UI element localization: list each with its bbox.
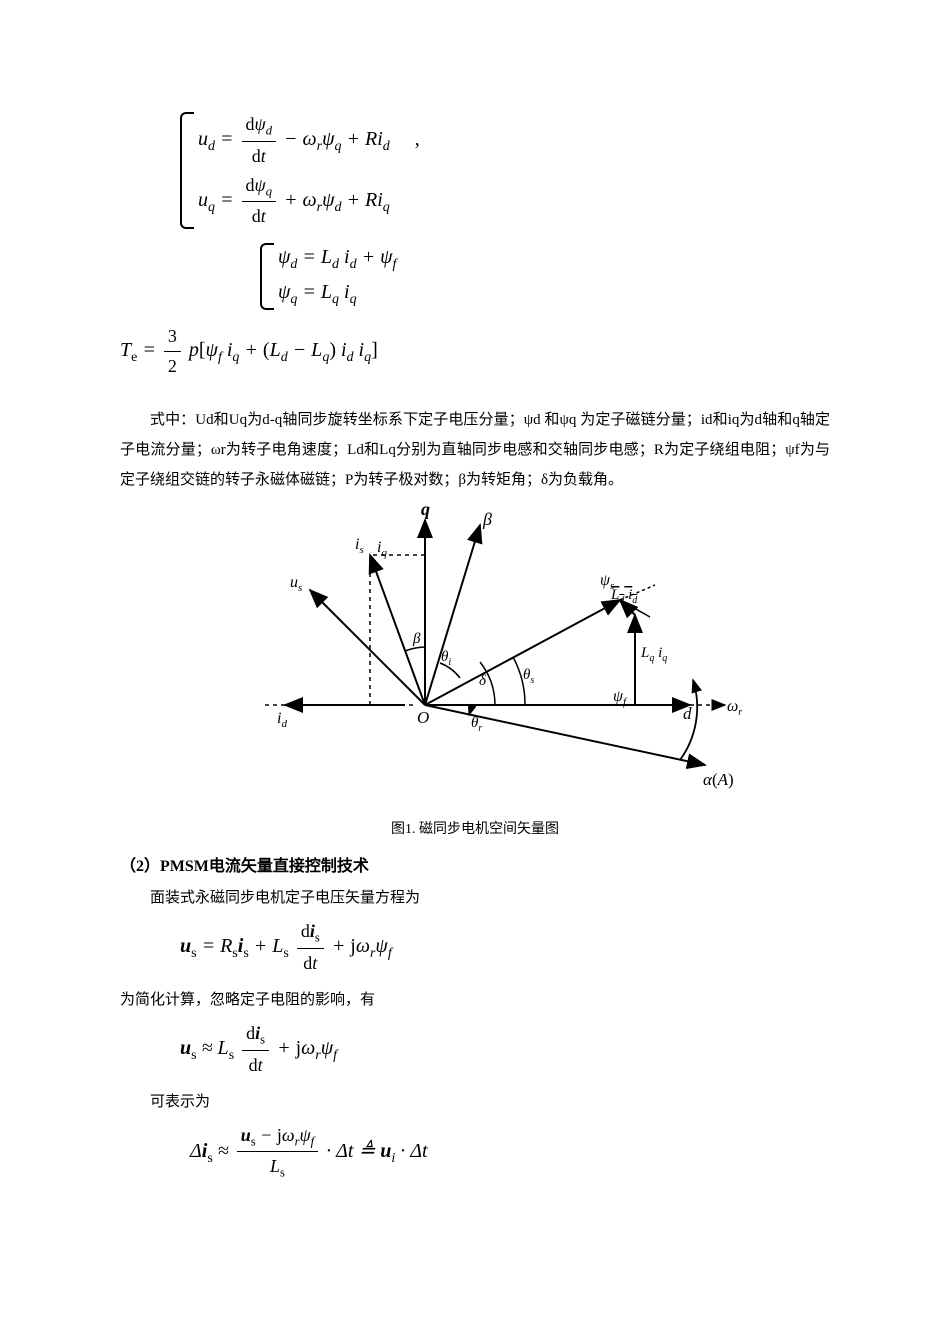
section-2-intro: 面装式永磁同步电机定子电压矢量方程为 (120, 886, 830, 907)
equation-torque: Te = 32 p[ψf iq + (Ld − Lq) id iq] (120, 322, 830, 381)
equation-voltage-dq: ud = dψddt − ωrψq + Rid , uq = dψqdt + ω… (180, 110, 830, 231)
section-2-simplify: 为简化计算，忽略定子电阻的影响，有 (120, 988, 830, 1009)
svg-text:q: q (421, 505, 430, 519)
eq-uq-line: uq = dψqdt + ωrψd + Riq (198, 171, 830, 232)
svg-text:δ: δ (479, 673, 487, 689)
section-2-title: （2）PMSM电流矢量直接控制技术 (120, 852, 830, 876)
svg-text:β: β (412, 631, 421, 647)
equation-delta-is: Δis ≈ us − jωrψfLs · Δt ≜ ui · Δt (190, 1121, 830, 1183)
svg-text:α(A): α(A) (703, 770, 734, 789)
svg-text:is: is (355, 536, 364, 556)
eq-psid-line: ψd = Ld id + ψf (278, 241, 830, 276)
symbol-explanation: 式中：Ud和Uq为d-q轴同步旋转坐标系下定子电压分量；ψd 和ψq 为定子磁链… (120, 405, 830, 495)
figure-caption: 图1. 磁同步电机空间矢量图 (120, 818, 830, 838)
svg-text:ωr: ωr (727, 698, 742, 718)
svg-text:d: d (683, 704, 692, 723)
svg-text:θs: θs (523, 667, 534, 686)
equation-flux-dq: ψd = Ld id + ψf ψq = Lq iq (260, 241, 830, 312)
svg-text:id: id (277, 710, 287, 730)
svg-text:us: us (290, 574, 302, 594)
eq-psiq-line: ψq = Lq iq (278, 276, 830, 311)
section-2-express: 可表示为 (120, 1090, 830, 1111)
vector-diagram: iq ψf q β is us ψs Ld id Lq iq ωr (120, 505, 830, 810)
svg-text:iq: iq (377, 539, 387, 559)
svg-text:O: O (417, 708, 429, 727)
svg-text:Lq iq: Lq iq (640, 645, 667, 664)
svg-text:β: β (482, 509, 492, 529)
equation-us-full: us = Rsis + Ls disdt + jωrψf (180, 917, 830, 978)
pmsm-vector-svg: iq ψf q β is us ψs Ld id Lq iq ωr (205, 505, 745, 805)
eq-ud-line: ud = dψddt − ωrψq + Rid , (198, 110, 830, 171)
equation-us-approx: us ≈ Ls disdt + jωrψf (180, 1019, 830, 1080)
